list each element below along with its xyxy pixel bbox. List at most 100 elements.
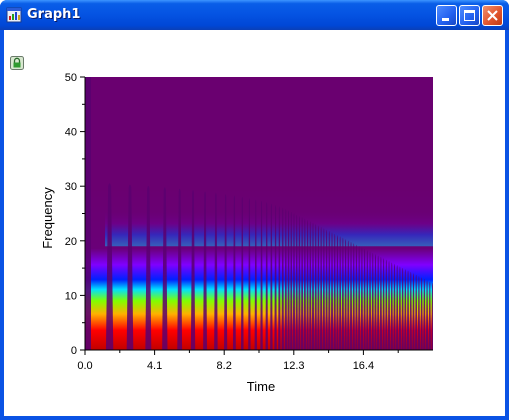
heatmap-lobe-gap [425, 280, 429, 350]
heatmap-lobe-gap [420, 277, 423, 350]
heatmap-lobe-gap [338, 236, 342, 350]
graph-canvas: 0.0 4.1 8.2 12.3 16.4 0 10 20 30 40 50 Time Frequ… [4, 30, 505, 416]
heatmap-lobe-gap [260, 200, 263, 350]
heatmap-lobe-gap [404, 269, 407, 350]
heatmap-lobe-gap [306, 220, 309, 350]
heatmap-lobe-gap [355, 244, 358, 350]
heatmap-lobe-gap [412, 273, 415, 350]
heatmap-lobe-gap [417, 276, 421, 350]
y-ticks: 0 10 20 30 40 50 [65, 72, 85, 357]
x-axis-title: Time [247, 379, 275, 394]
heatmap-lobe-gap [385, 259, 388, 350]
heatmap-band [105, 208, 433, 247]
x-tick-label: 0.0 [77, 360, 92, 372]
heatmap-lobe-gap [248, 198, 251, 350]
heatmap-lobe-gap [371, 252, 374, 350]
heatmap-lobe-gap [224, 194, 228, 350]
heatmap-lobe-gap [390, 262, 393, 350]
heatmap-lobe-gap [270, 203, 273, 350]
title-bar[interactable]: Graph1 [0, 0, 509, 30]
heatmap-lobe-gap [319, 226, 323, 350]
heatmap-lobe-gap [333, 233, 336, 350]
minimize-button[interactable] [436, 5, 457, 26]
heatmap-lobe-gap [162, 187, 168, 350]
heatmap-lobe-gap [357, 245, 361, 350]
heatmap-lobe-gap [303, 218, 307, 350]
heatmap-lobe-gap [190, 190, 196, 350]
y-tick-label: 40 [65, 127, 77, 139]
heatmap-lobe-gap [409, 271, 412, 350]
maximize-button[interactable] [459, 5, 480, 26]
heatmap-lobe-gap [398, 266, 402, 350]
heatmap-lobe-gap [379, 256, 383, 350]
heatmap-lobe-gap [309, 221, 312, 350]
maximize-icon [464, 10, 475, 21]
heatmap-lobe-gap [423, 278, 426, 350]
heatmap-lobe-gap [393, 263, 396, 350]
heatmap-lobe-gap [349, 241, 353, 350]
heatmap-lobe-gap [360, 247, 364, 350]
heatmap-lobe-gap [387, 261, 391, 350]
heatmap-lobe-gap [254, 199, 257, 350]
heatmap-lobe-gap [278, 206, 281, 350]
heatmap-lobe-gap [431, 282, 433, 350]
heatmap-lobe-gap [317, 225, 320, 350]
y-tick-label: 0 [71, 345, 77, 357]
heatmap-lobe-gap [298, 215, 301, 350]
heatmap-lobe-gap [177, 188, 183, 350]
heatmap-lobe-gap [322, 228, 326, 350]
heatmap-lobe-gap [415, 274, 418, 350]
heatmap-lobe-gap [292, 213, 296, 350]
heatmap-lobe-gap [265, 202, 268, 350]
heatmap-lobe-gap [344, 239, 347, 350]
scalogram-heatmap [85, 77, 433, 350]
heatmap-lobe-gap [126, 184, 134, 350]
heatmap-lobe-gap [203, 191, 208, 350]
heatmap-lobe-gap [382, 258, 385, 350]
heatmap-lobe-gap [311, 222, 315, 350]
heatmap-lobe-gap [401, 267, 404, 350]
heatmap-lobe-gap [363, 248, 366, 350]
heatmap-lobe-gap [281, 207, 284, 350]
heatmap-lobe-gap [330, 232, 334, 350]
heatmap-lobe-gap [341, 237, 345, 350]
heatmap-lobe-gap [376, 255, 380, 350]
lock-icon[interactable] [10, 55, 24, 70]
heatmap-lobe-gap [328, 230, 331, 350]
heatmap-lobe-gap [428, 281, 431, 350]
heatmap-lobe-gap [314, 224, 317, 350]
heatmap-lobe-gap [374, 254, 377, 350]
x-tick-label: 12.3 [283, 360, 304, 372]
heatmap-lobe-gap [105, 183, 114, 350]
y-tick-label: 20 [65, 236, 77, 248]
plot-area: 0.0 4.1 8.2 12.3 16.4 0 10 20 30 40 50 Time Frequ… [40, 72, 433, 394]
x-tick-label: 4.1 [147, 360, 162, 372]
heatmap-lobe-gap [368, 251, 372, 350]
close-button[interactable] [482, 5, 503, 26]
close-icon [487, 10, 498, 21]
heatmap-lobe-gap [406, 270, 410, 350]
heatmap-lobe-gap [287, 210, 290, 350]
x-ticks: 0.0 4.1 8.2 12.3 16.4 [77, 350, 399, 372]
y-axis-title: Frequency [40, 187, 55, 249]
heatmap-lobe-gap [274, 205, 277, 350]
y-tick-label: 30 [65, 181, 77, 193]
heatmap-lobe-gap [232, 195, 236, 350]
heatmap-left-edge [85, 77, 91, 350]
x-tick-label: 8.2 [217, 360, 232, 372]
heatmap-lobe-gap [241, 196, 244, 350]
minimize-icon [442, 18, 449, 21]
heatmap-lobe-gap [336, 235, 339, 350]
heatmap-lobe-gap [366, 250, 369, 350]
heatmap-lobe-gap [347, 240, 350, 350]
heatmap-lobe-gap [145, 185, 152, 350]
y-tick-label: 10 [65, 290, 77, 302]
graph-window-icon[interactable] [6, 7, 22, 23]
heatmap-lobe-gap [395, 265, 399, 350]
heatmap-lobe-gap [325, 229, 328, 350]
heatmap-lobe-gap [284, 209, 288, 350]
x-tick-label: 16.4 [353, 360, 374, 372]
window-title: Graph1 [27, 7, 81, 22]
heatmap-lobe-gap [295, 214, 298, 350]
